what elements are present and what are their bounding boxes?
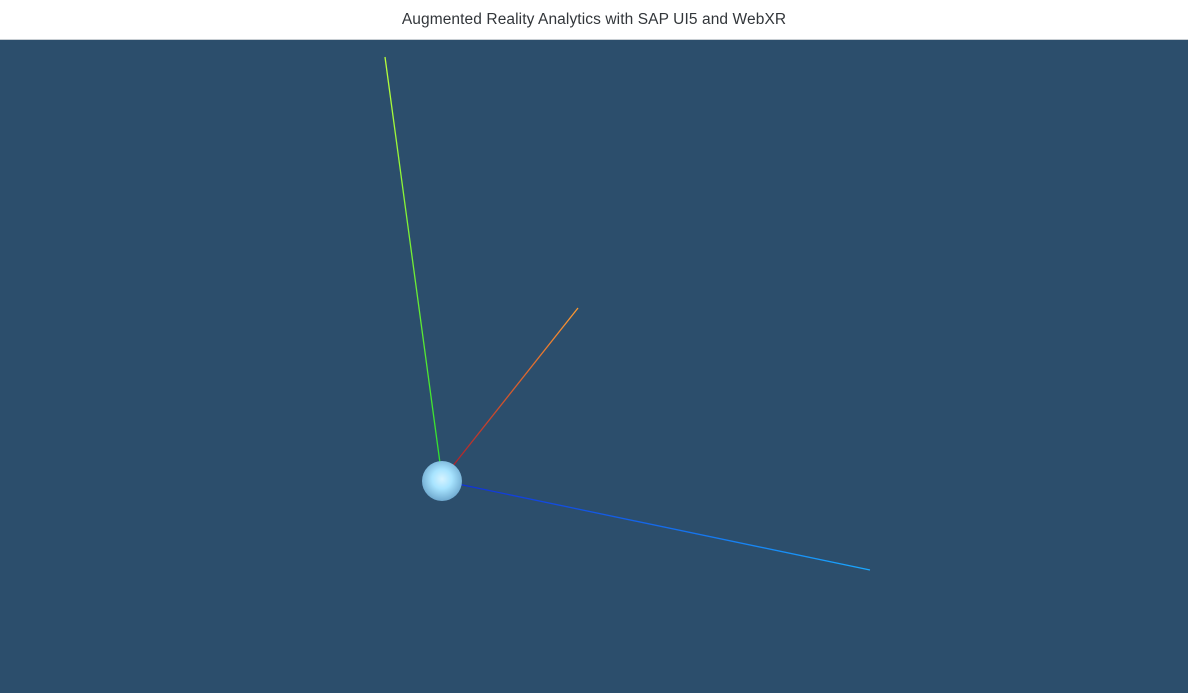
page-title: Augmented Reality Analytics with SAP UI5… xyxy=(401,10,787,28)
y-axis-line xyxy=(384,56,441,464)
scene-canvas[interactable] xyxy=(0,40,1188,693)
ar-scene-viewport[interactable] xyxy=(0,40,1188,693)
title-bar: Augmented Reality Analytics with SAP UI5… xyxy=(0,0,1188,40)
z-axis-line xyxy=(457,483,871,571)
origin-sphere[interactable] xyxy=(422,461,462,501)
x-axis-line xyxy=(451,307,579,468)
